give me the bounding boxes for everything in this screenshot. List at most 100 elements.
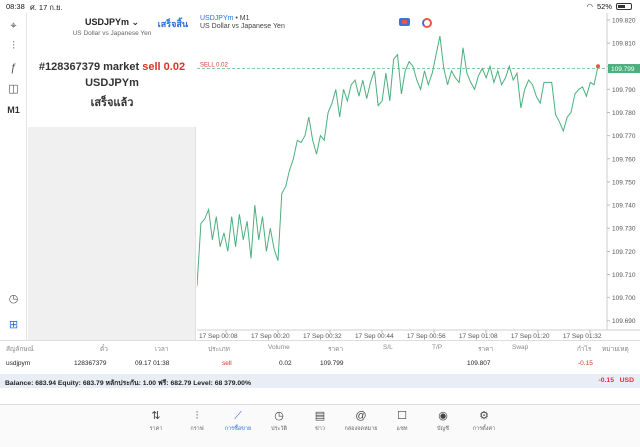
order-status: เสร็จแล้ว xyxy=(90,97,134,109)
y-tick-label: 109.700 xyxy=(612,295,636,302)
done-button[interactable]: เสร็จสิ้น xyxy=(157,19,188,29)
nav-settings[interactable]: ⚙ การตั้งค่า xyxy=(462,409,506,433)
chevron-down-icon: ⌄ xyxy=(131,17,140,27)
crosshair-icon[interactable]: ⌖ xyxy=(10,20,17,32)
nav-label-mailbox: กล่องจดหมาย xyxy=(344,426,378,432)
order-sell: sell 0.02 xyxy=(142,61,186,73)
chart-plot[interactable]: 109.820109.810109.800109.790109.780109.7… xyxy=(197,13,640,340)
timeframe-button[interactable]: M1 xyxy=(7,104,20,115)
chart-title: USDJPYm • M1 xyxy=(200,15,250,22)
y-tick-label: 109.730 xyxy=(612,226,636,233)
header-comment: หมายเหตุ xyxy=(602,346,629,353)
nav-chart[interactable]: ⫶ กราฟ xyxy=(175,409,219,433)
x-tick-label: 17 Sep 00:44 xyxy=(355,333,394,340)
symbol-description: US Dollar vs Japanese Yen xyxy=(72,30,152,37)
header-tp: T/P xyxy=(432,344,443,351)
x-tick-label: 17 Sep 00:56 xyxy=(407,333,446,340)
x-tick-label: 17 Sep 00:08 xyxy=(199,333,238,340)
header-type: ประเภท xyxy=(208,346,230,353)
settings-icon: ⚙ xyxy=(479,410,489,422)
y-tick-label: 109.740 xyxy=(612,203,636,210)
row-ticket: 128367379 xyxy=(74,360,107,367)
row-volume: 0.02 xyxy=(279,360,292,367)
chart-subtitle: US Dollar vs Japanese Yen xyxy=(200,23,285,30)
chat-icon: ☐ xyxy=(397,410,407,422)
status-bar: 08:38 ศ. 17 ก.ย. ◠ 52% xyxy=(0,0,640,13)
balance-text: Balance: 683.94 Equity: 683.79 หลักประกั… xyxy=(5,380,252,387)
nav-label-chat: แชท xyxy=(396,426,408,432)
row-time: 09.17 01:38 xyxy=(135,360,170,367)
quotes-icon: ⇅ xyxy=(151,410,161,422)
current-price-tag xyxy=(608,64,640,74)
trade-history-icon[interactable]: ◷ xyxy=(8,293,19,305)
row-price: 109.799 xyxy=(320,360,344,367)
header-symbol: สัญลักษณ์ xyxy=(6,346,34,353)
nav-trade[interactable]: ⟋ การซื้อขาย xyxy=(216,409,260,433)
nav-label-trade: การซื้อขาย xyxy=(224,426,252,432)
nav-quotes[interactable]: ⇅ ราคา xyxy=(134,409,178,433)
nav-label-history: ประวัติ xyxy=(270,426,288,432)
indicators-icon[interactable]: ⫶ xyxy=(12,40,15,52)
nav-label-account: บัญชี xyxy=(437,426,449,432)
chart-icons xyxy=(399,18,432,28)
header-profit: กำไร xyxy=(577,346,592,353)
y-tick-label: 109.750 xyxy=(612,179,636,186)
status-right: ◠ 52% xyxy=(586,2,632,11)
header-price: ราคา xyxy=(328,346,344,353)
balance-currency: USD xyxy=(619,377,634,384)
battery-percent: 52% xyxy=(596,2,612,11)
price-chart[interactable]: USDJPYm • M1 US Dollar vs Japanese Yen 1… xyxy=(197,13,640,340)
nav-chat[interactable]: ☐ แชท xyxy=(380,409,424,433)
nav-news[interactable]: ▤ ข่าว xyxy=(298,409,342,433)
nav-label-settings: การตั้งค่า xyxy=(472,426,496,432)
account-icon: ◉ xyxy=(438,410,448,422)
header-volume: Volume xyxy=(268,344,290,351)
x-tick-label: 17 Sep 00:32 xyxy=(303,333,342,340)
status-date: ศ. 17 ก.ย. xyxy=(30,3,63,12)
row-current-price: 109.807 xyxy=(467,360,491,367)
nav-label-news: ข่าว xyxy=(315,426,325,432)
balance-profit: -0.15 xyxy=(598,377,615,384)
order-summary: #128367379 market sell 0.02 xyxy=(28,61,196,73)
nav-history[interactable]: ◷ ประวัติ xyxy=(257,409,301,433)
order-result: USDJPYm ⌄ เสร็จสิ้น US Dollar vs Japanes… xyxy=(28,13,196,127)
x-tick-label: 17 Sep 01:08 xyxy=(459,333,498,340)
nav-label-chart: กราฟ xyxy=(190,426,204,432)
table-header: สัญลักษณ์ ตั๋ว เวลา ประเภท Volume ราคา S… xyxy=(0,344,640,356)
sell-level-label: SELL 0.02 xyxy=(200,63,228,69)
add-order-icon[interactable]: ⊞ xyxy=(8,319,19,331)
nav-mailbox[interactable]: @ กล่องจดหมาย xyxy=(339,409,383,433)
bottom-nav: ⇅ ราคา ⫶ กราฟ ⟋ การซื้อขาย ◷ ประวัติ ▤ ข่าว @… xyxy=(0,404,640,447)
row-symbol: usdjpym xyxy=(6,360,31,367)
nav-label-quotes: ราคา xyxy=(149,426,163,432)
one-click-trading-icon[interactable] xyxy=(399,18,410,26)
y-tick-label: 109.690 xyxy=(612,318,636,325)
function-icon[interactable]: ƒ xyxy=(10,61,17,74)
last-price-dot xyxy=(596,64,600,69)
status-time: 08:38 xyxy=(6,2,25,11)
objects-icon[interactable]: ◫ xyxy=(8,83,19,95)
table-row[interactable]: usdjpym 128367379 09.17 01:38 sell 0.02 … xyxy=(0,360,640,372)
y-tick-label: 109.820 xyxy=(612,17,636,24)
price-line xyxy=(197,35,599,287)
wifi-icon: ◠ xyxy=(586,2,593,11)
y-tick-label: 109.720 xyxy=(612,249,636,256)
y-tick-label: 109.790 xyxy=(612,87,636,94)
y-tick-label: 109.760 xyxy=(612,156,636,163)
nav-account[interactable]: ◉ บัญชี xyxy=(421,409,465,433)
header-time: เวลา xyxy=(155,346,169,353)
order-panel: USDJPYm ⌄ เสร็จสิ้น US Dollar vs Japanes… xyxy=(28,13,196,340)
header-ticket: ตั๋ว xyxy=(100,346,108,353)
order-symbol: USDJPYm xyxy=(85,77,139,89)
symbol-name: USDJPYm xyxy=(84,17,129,27)
sync-icon[interactable] xyxy=(422,18,432,28)
row-profit: -0.15 xyxy=(578,360,593,367)
header-sl: S/L xyxy=(383,344,393,351)
y-tick-label: 109.770 xyxy=(612,133,636,140)
symbol-selector[interactable]: USDJPYm ⌄ xyxy=(28,17,196,28)
header-swap: Swap xyxy=(512,344,529,351)
y-tick-label: 109.810 xyxy=(612,41,636,48)
mailbox-icon: @ xyxy=(355,410,367,422)
row-type: sell xyxy=(222,360,232,367)
battery-icon xyxy=(616,3,632,10)
